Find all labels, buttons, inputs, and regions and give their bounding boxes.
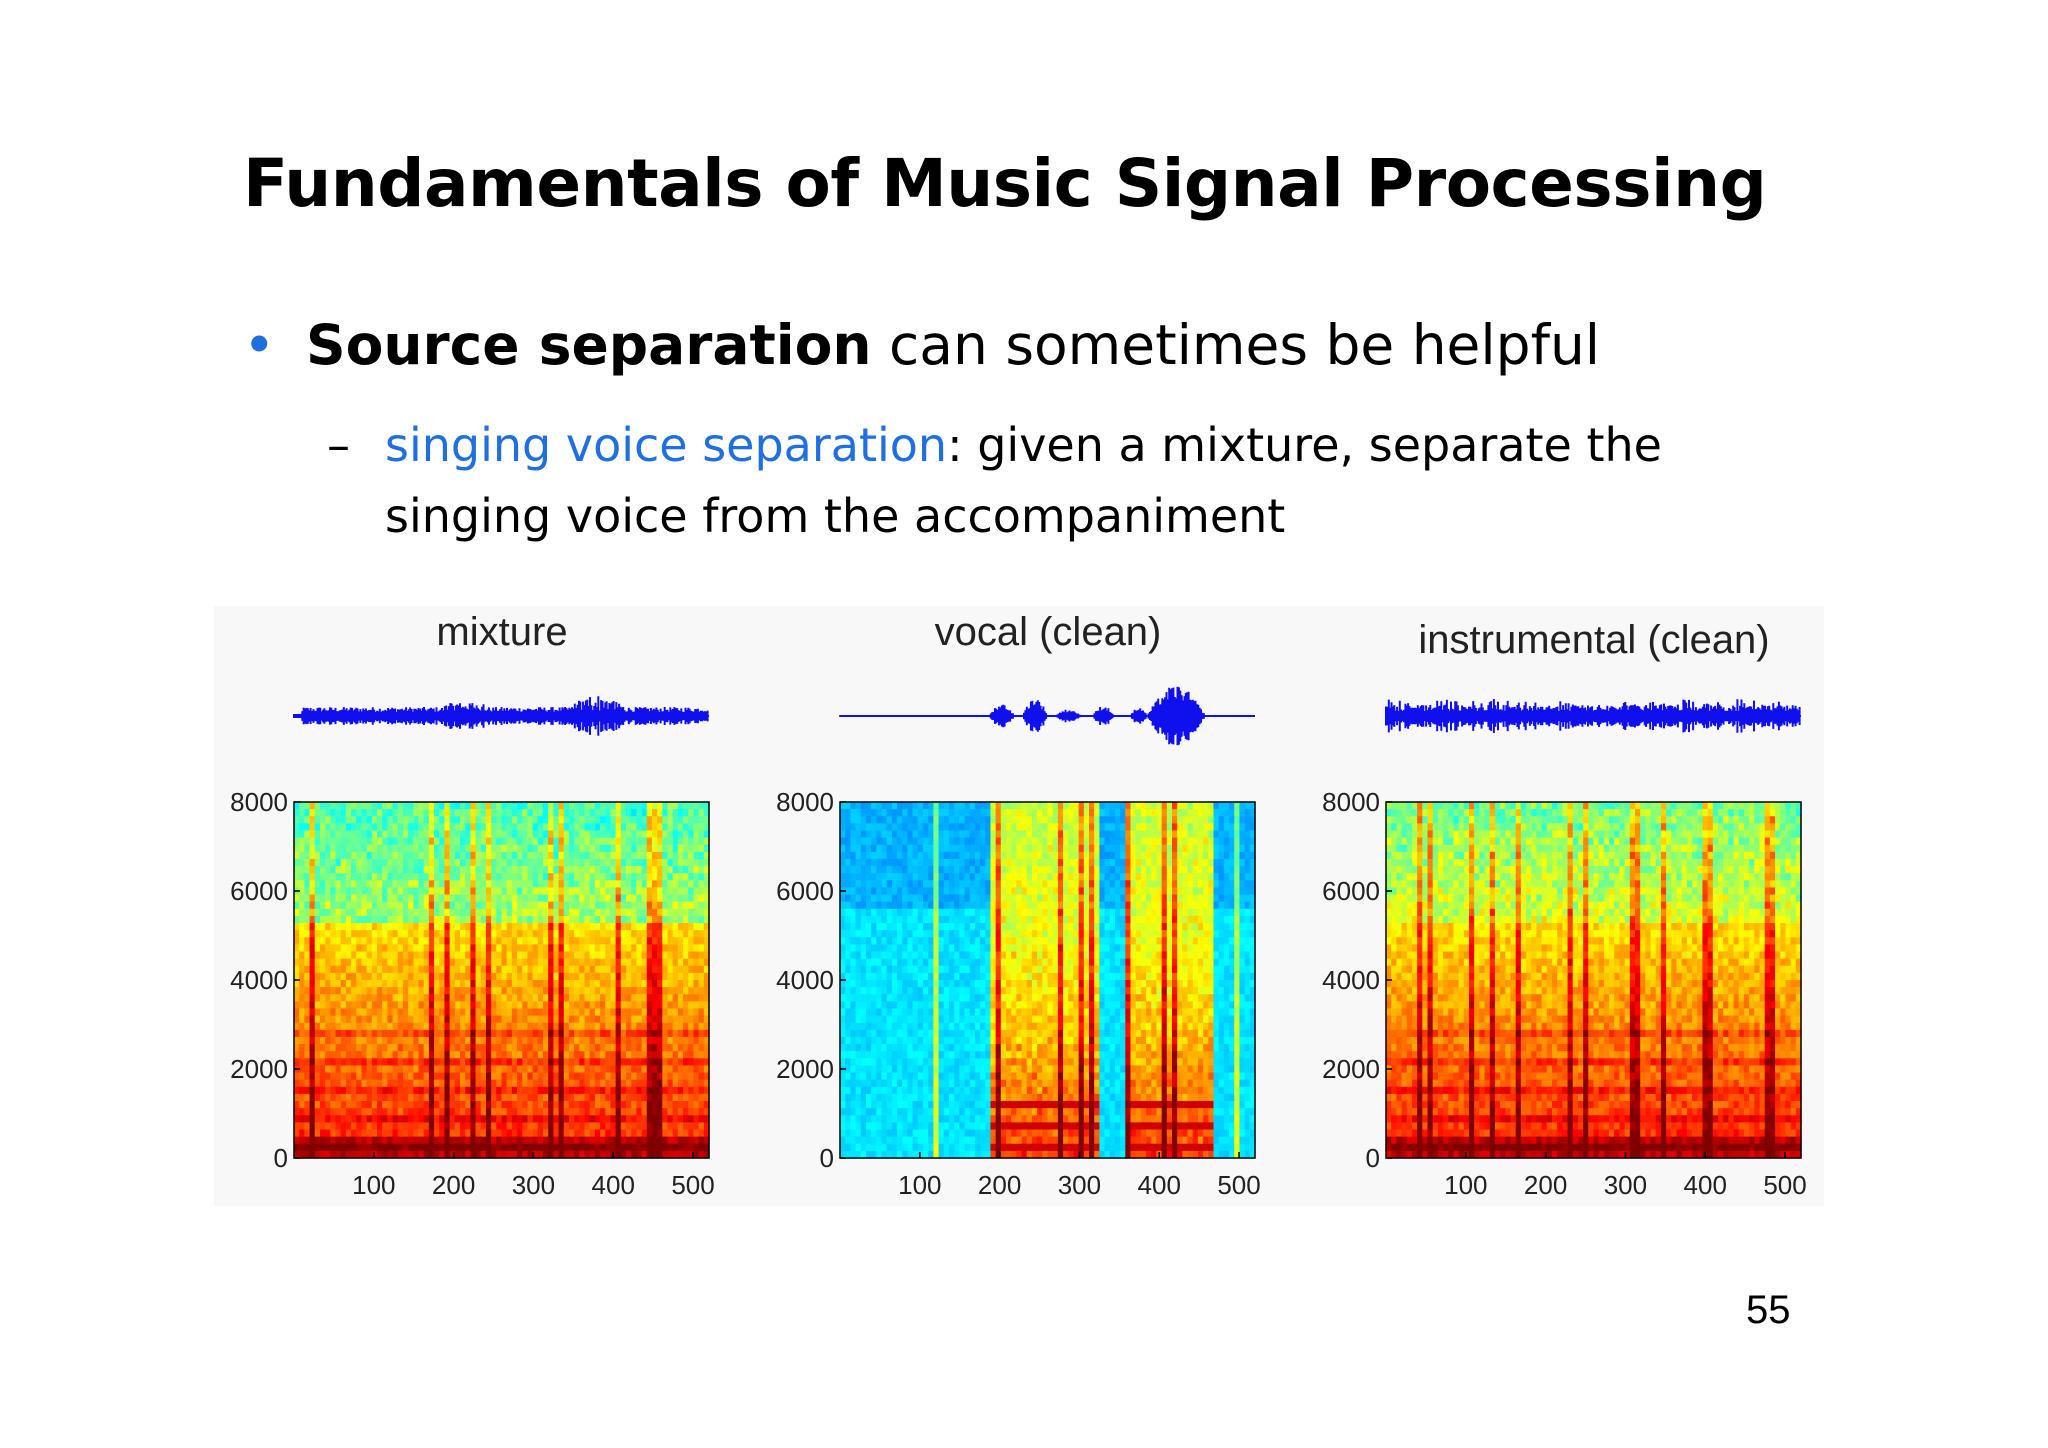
x-tick-label: 100: [352, 1170, 395, 1200]
x-tick-label: 200: [432, 1170, 475, 1200]
y-tick-label: 6000: [776, 876, 834, 906]
x-tick-label: 500: [1763, 1170, 1806, 1200]
slide-title: Fundamentals of Music Signal Processing: [243, 145, 1767, 222]
spectrogram-panel-vocal: 0 2000 4000 6000 8000 100 200 300 400 500: [776, 686, 1261, 1200]
waveform-mixture: [293, 696, 709, 736]
panel-title-instrumental: instrumental (clean): [1418, 618, 1770, 662]
sub-bullet: – singing voice separation: given a mixt…: [327, 410, 1662, 552]
sub-bullet-text-line2: singing voice from the accompaniment: [385, 489, 1286, 543]
y-tick-label: 8000: [230, 787, 288, 817]
sub-bullet-text-line1: : given a mixture, separate the: [947, 418, 1662, 472]
x-tick-label: 200: [1524, 1170, 1567, 1200]
y-tick-label: 0: [1366, 1143, 1380, 1173]
x-tick-label: 100: [1444, 1170, 1487, 1200]
y-tick-label: 4000: [1322, 965, 1380, 995]
y-tick-label: 2000: [230, 1054, 288, 1084]
bullet-text: can sometimes be helpful: [871, 313, 1601, 377]
y-tick-label: 4000: [230, 965, 288, 995]
x-tick-label: 200: [978, 1170, 1021, 1200]
y-tick-label: 2000: [776, 1054, 834, 1084]
x-tick-label: 500: [1217, 1170, 1260, 1200]
y-tick-label: 4000: [776, 965, 834, 995]
spectrogram-figure: mixture vocal (clean) instrumental (clea…: [214, 606, 1824, 1206]
panel-title-vocal: vocal (clean): [934, 610, 1162, 654]
waveform-vocal: [839, 686, 1255, 746]
bullet-item: • Source separation can sometimes be help…: [243, 313, 1600, 377]
spectrogram-panel-mixture: 0 2000 4000 6000 8000 100 200 300 400 500: [230, 696, 715, 1200]
x-tick-label: 400: [592, 1170, 635, 1200]
y-tick-label: 6000: [230, 876, 288, 906]
panel-title-mixture: mixture: [436, 610, 568, 654]
spectrogram-panel-instrumental: 0 2000 4000 6000 8000 100 200 300 400 500: [1322, 699, 1807, 1200]
bullet-bold-text: Source separation: [306, 313, 872, 377]
waveform-instrumental: [1385, 699, 1801, 733]
x-tick-label: 300: [1604, 1170, 1647, 1200]
y-tick-label: 0: [820, 1143, 834, 1173]
x-tick-label: 300: [1058, 1170, 1101, 1200]
x-tick-label: 400: [1684, 1170, 1727, 1200]
x-tick-label: 300: [512, 1170, 555, 1200]
y-tick-label: 8000: [1322, 787, 1380, 817]
page-number: 55: [1746, 1288, 1791, 1332]
x-tick-label: 500: [671, 1170, 714, 1200]
bullet-dot: •: [243, 313, 276, 377]
sub-bullet-link[interactable]: singing voice separation: [385, 418, 948, 472]
x-tick-label: 100: [898, 1170, 941, 1200]
y-tick-label: 2000: [1322, 1054, 1380, 1084]
sub-bullet-dash: –: [327, 418, 350, 472]
y-tick-label: 6000: [1322, 876, 1380, 906]
spectrogram-image-vocal: [840, 802, 1256, 1159]
y-tick-label: 0: [274, 1143, 288, 1173]
spectrogram-image-instrumental: [1386, 802, 1802, 1159]
x-tick-label: 400: [1138, 1170, 1181, 1200]
spectrogram-image-mixture: [294, 802, 710, 1159]
y-tick-label: 8000: [776, 787, 834, 817]
